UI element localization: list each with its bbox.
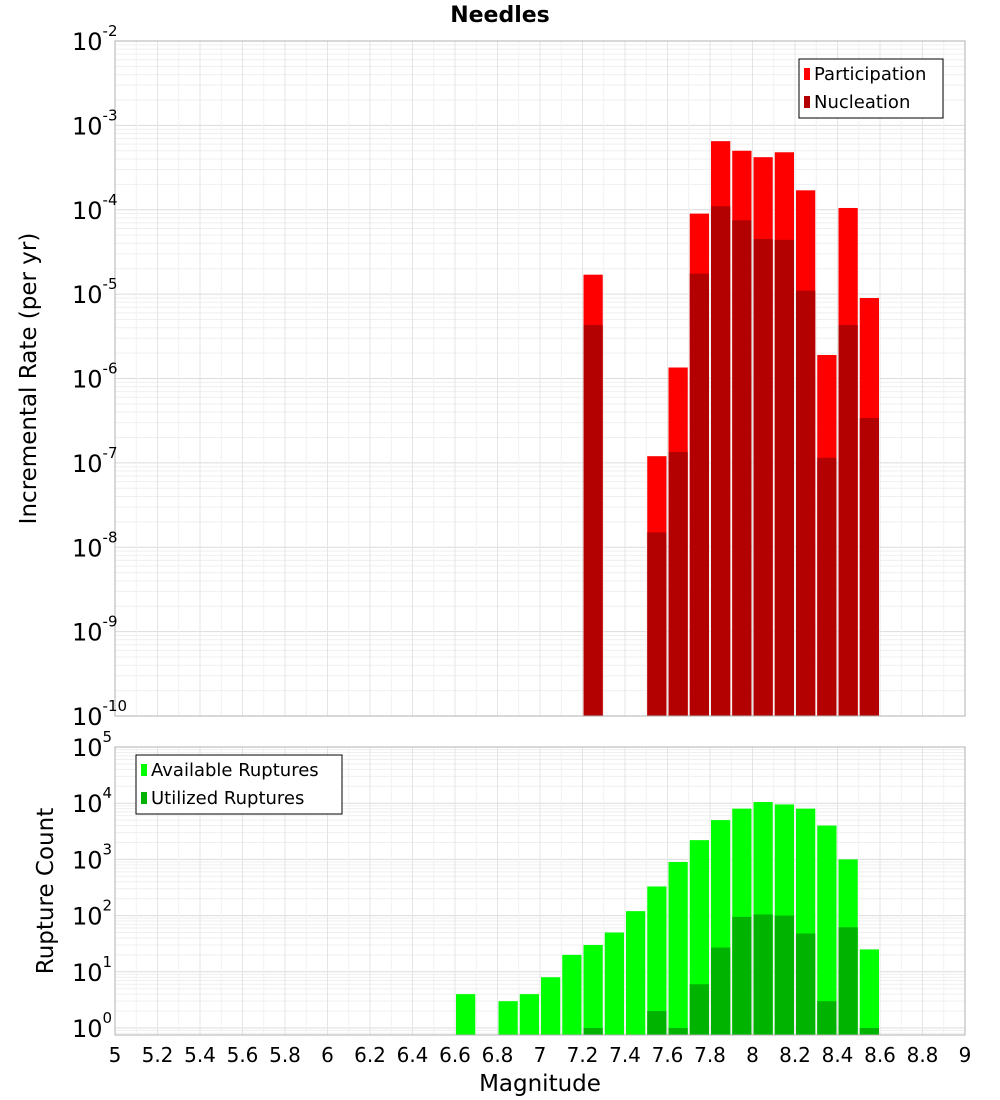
y-tick-label: 10-10 — [72, 697, 127, 731]
bar-available-ruptures — [519, 994, 539, 1035]
bar-available-ruptures — [456, 994, 476, 1035]
bar-available-ruptures — [668, 861, 688, 1035]
x-tick-label: 7.8 — [694, 1043, 726, 1067]
bar-overlay-nucleation — [732, 220, 752, 717]
bar-overlay-nucleation — [859, 418, 879, 716]
bar-available-ruptures — [498, 1001, 518, 1035]
legend-swatch — [804, 96, 810, 108]
bar-overlay-nucleation — [774, 239, 794, 716]
bar-overlay-nucleation — [711, 206, 731, 716]
legend-label: Available Ruptures — [151, 760, 319, 781]
bar-overlay-nucleation — [647, 532, 667, 716]
chart-title: Needles — [450, 3, 550, 28]
count-plot: 100 101 102 103 104 105 Rupture Count Available… — [33, 728, 966, 1043]
y-tick-label: 103 — [72, 840, 112, 874]
x-tick-label: 5.4 — [184, 1043, 216, 1067]
bar-overlay-utilized-ruptures — [647, 1011, 667, 1035]
bar-overlay-utilized-ruptures — [859, 1027, 879, 1035]
legend: Available Ruptures Utilized Ruptures — [135, 754, 343, 815]
x-tick-label: 8.6 — [864, 1043, 896, 1067]
bar-available-ruptures — [562, 954, 582, 1035]
x-tick-label: 5 — [109, 1043, 122, 1067]
x-tick-label: 7 — [534, 1043, 547, 1067]
y-tick-label: 10-7 — [72, 444, 118, 478]
bar-overlay-utilized-ruptures — [732, 916, 752, 1035]
bar-overlay-utilized-ruptures — [838, 927, 858, 1035]
y-tick-label: 102 — [72, 897, 112, 931]
y-tick-label: 10-4 — [72, 191, 118, 225]
y-tick-label: 10-5 — [72, 275, 118, 309]
x-tick-label: 6.8 — [482, 1043, 514, 1067]
legend-box — [798, 58, 944, 119]
legend-box — [135, 754, 343, 815]
x-tick-label: 7.2 — [567, 1043, 599, 1067]
bar-overlay-utilized-ruptures — [753, 914, 773, 1035]
bar-overlay-nucleation — [838, 325, 858, 716]
bar-overlay-nucleation — [689, 273, 709, 716]
legend: Participation Nucleation — [798, 58, 944, 119]
y-tick-label: 10-2 — [72, 22, 118, 56]
x-tick-label: 6.6 — [439, 1043, 471, 1067]
y-tick-label: 105 — [72, 728, 112, 762]
bar-available-ruptures — [604, 932, 624, 1035]
x-tick-label: 9 — [959, 1043, 972, 1067]
bar-overlay-nucleation — [583, 325, 603, 716]
plot-frame — [114, 40, 966, 717]
x-tick-label: 5.6 — [227, 1043, 259, 1067]
bar-available-ruptures — [817, 825, 837, 1035]
bar-overlay-nucleation — [668, 451, 688, 716]
bar-available-ruptures — [626, 911, 646, 1035]
bar-overlay-utilized-ruptures — [817, 1001, 837, 1035]
bar-available-ruptures — [583, 944, 603, 1035]
bar-overlay-nucleation — [817, 457, 837, 716]
y-tick-label: 104 — [72, 784, 112, 818]
x-tick-label: 6.4 — [397, 1043, 429, 1067]
x-axis: 5 5.2 5.4 5.6 5.8 6 6.2 6.4 6.6 6.8 7 7.2 7.4 7.6 7.8 8… — [109, 1043, 972, 1067]
y-axis-label: Incremental Rate (per yr) — [16, 233, 42, 525]
bar-available-ruptures — [859, 949, 879, 1035]
y-tick-label: 10-8 — [72, 528, 118, 562]
bar-overlay-utilized-ruptures — [668, 1027, 688, 1035]
bar-overlay-utilized-ruptures — [711, 947, 731, 1035]
x-tick-label: 6 — [321, 1043, 334, 1067]
legend-swatch — [141, 764, 147, 776]
bar-overlay-utilized-ruptures — [689, 984, 709, 1035]
legend-label: Participation — [814, 64, 926, 85]
x-tick-label: 8.2 — [779, 1043, 811, 1067]
y-tick-label: 10-3 — [72, 106, 118, 140]
x-tick-label: 7.6 — [652, 1043, 684, 1067]
bar-overlay-nucleation — [753, 239, 773, 716]
x-axis-label: Magnitude — [479, 1071, 601, 1097]
x-tick-label: 8 — [746, 1043, 759, 1067]
bar-overlay-nucleation — [796, 290, 816, 716]
y-tick-label: 100 — [72, 1009, 112, 1043]
legend-swatch — [141, 792, 147, 804]
y-tick-label: 10-9 — [72, 613, 118, 647]
bar-overlay-utilized-ruptures — [796, 933, 816, 1035]
bar-overlay-utilized-ruptures — [583, 1027, 603, 1035]
y-tick-label: 101 — [72, 953, 112, 987]
rate-plot: 10-10 10-9 10-8 10-7 10-6 10-5 10-4 10-3 10-2 Inc… — [16, 22, 966, 731]
legend-label: Utilized Ruptures — [151, 788, 304, 809]
y-tick-label: 10-6 — [72, 360, 118, 394]
bar-overlay-utilized-ruptures — [774, 915, 794, 1035]
bar-available-ruptures — [541, 977, 561, 1035]
legend-swatch — [804, 68, 810, 80]
x-tick-label: 5.8 — [269, 1043, 301, 1067]
x-tick-label: 6.2 — [354, 1043, 386, 1067]
plot-frame — [114, 746, 966, 1036]
x-tick-label: 7.4 — [609, 1043, 641, 1067]
x-tick-label: 5.2 — [142, 1043, 174, 1067]
legend-label: Nucleation — [814, 92, 910, 113]
x-tick-label: 8.8 — [907, 1043, 939, 1067]
bar-available-ruptures — [647, 886, 667, 1035]
x-tick-label: 8.4 — [822, 1043, 854, 1067]
y-axis-label: Rupture Count — [33, 808, 59, 974]
